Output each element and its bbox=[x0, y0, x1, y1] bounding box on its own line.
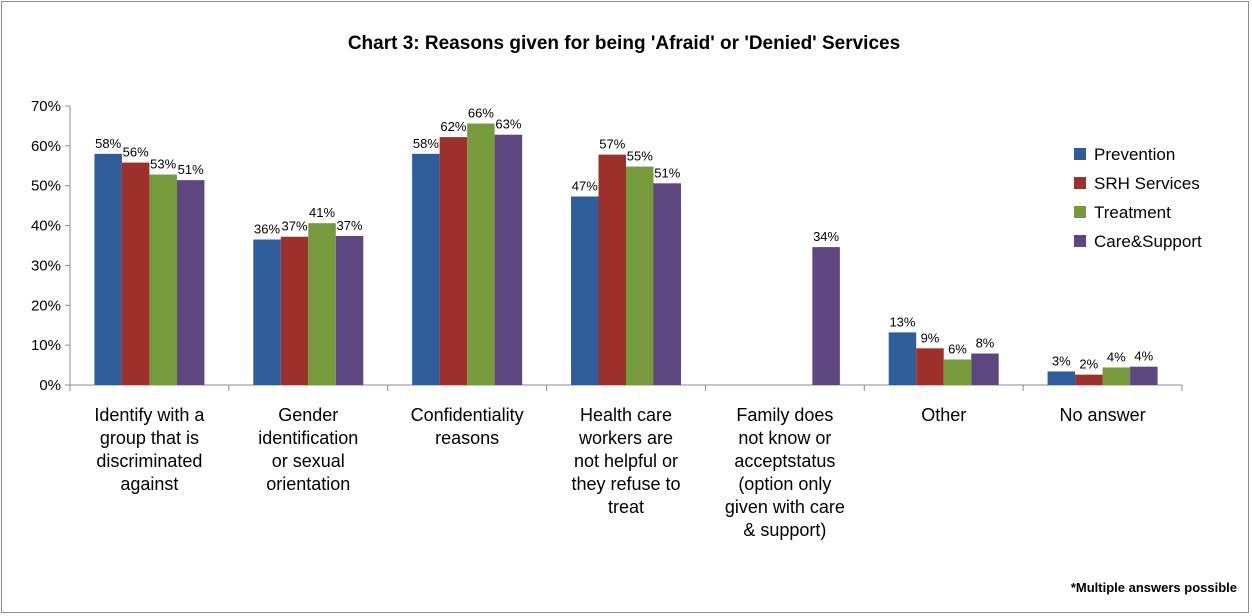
y-tick-label: 30% bbox=[31, 257, 61, 274]
bar-care-support bbox=[653, 183, 681, 385]
bar-prevention bbox=[94, 153, 122, 385]
bar-prevention bbox=[888, 332, 917, 385]
legend-swatch bbox=[1074, 177, 1086, 189]
data-label: 51% bbox=[178, 162, 204, 177]
bar-srh-services bbox=[439, 137, 468, 385]
data-label: 34% bbox=[813, 229, 839, 244]
bar-treatment bbox=[1102, 367, 1131, 385]
y-tick-label: 10% bbox=[31, 337, 61, 354]
data-label: 58% bbox=[413, 136, 439, 151]
data-label: 2% bbox=[1079, 357, 1098, 372]
data-label: 13% bbox=[889, 314, 915, 329]
data-label: 8% bbox=[976, 336, 995, 351]
category-label: Gender identification or sexual orientation bbox=[258, 405, 358, 494]
bar-srh-services bbox=[121, 162, 150, 385]
chart-title: Chart 3: Reasons given for being 'Afraid… bbox=[348, 33, 900, 54]
legend-label: Treatment bbox=[1094, 203, 1171, 222]
category-labels: Identify with a group that is discriminate… bbox=[94, 405, 1145, 540]
data-label: 41% bbox=[309, 205, 335, 220]
bar-care-support bbox=[971, 353, 999, 385]
bar-srh-services bbox=[280, 236, 309, 385]
y-tick-label: 40% bbox=[31, 218, 61, 235]
legend-swatch bbox=[1074, 148, 1086, 160]
legend-label: Prevention bbox=[1094, 145, 1175, 164]
bar-care-support bbox=[176, 180, 205, 385]
bar-treatment bbox=[149, 174, 177, 385]
data-label: 55% bbox=[627, 149, 653, 164]
category-label: Family does not know or acceptstatus (optio… bbox=[725, 405, 845, 540]
legend: Prevention SRH Services Treatment Care&Supp… bbox=[1074, 145, 1202, 251]
data-label: 58% bbox=[95, 136, 121, 151]
bar-treatment bbox=[308, 223, 336, 385]
bar-care-support bbox=[335, 235, 364, 385]
data-label: 9% bbox=[921, 330, 940, 345]
data-label: 56% bbox=[123, 145, 149, 160]
data-label: 66% bbox=[468, 106, 494, 121]
data-label: 4% bbox=[1107, 349, 1126, 364]
bar-prevention bbox=[412, 153, 440, 385]
legend-label: Care&Support bbox=[1094, 232, 1202, 251]
bars bbox=[94, 123, 1158, 385]
data-label: 4% bbox=[1134, 349, 1153, 364]
y-tick-label: 20% bbox=[31, 297, 61, 314]
legend-label: SRH Services bbox=[1094, 174, 1200, 193]
data-label: 37% bbox=[282, 219, 308, 234]
data-labels: 58%56%53% 51%36% 37%41%37%58%62%66%63%47%5… bbox=[95, 106, 1153, 372]
data-label: 36% bbox=[254, 222, 280, 237]
y-tick-label: 60% bbox=[31, 138, 61, 155]
bar-care-support bbox=[812, 247, 840, 385]
bar-srh-services bbox=[1075, 374, 1103, 385]
data-label: 47% bbox=[572, 178, 598, 193]
bar-treatment bbox=[467, 123, 495, 385]
bar-prevention bbox=[1047, 371, 1076, 385]
bar-srh-services bbox=[916, 348, 944, 385]
bar-srh-services bbox=[598, 154, 626, 385]
y-tick-label: 0% bbox=[39, 377, 61, 394]
y-tick-label: 50% bbox=[31, 178, 61, 195]
bar-prevention bbox=[253, 239, 281, 385]
data-label: 3% bbox=[1052, 353, 1071, 368]
bar-care-support bbox=[1130, 366, 1158, 385]
category-label: No answer bbox=[1060, 405, 1146, 425]
bar-treatment bbox=[626, 166, 654, 385]
data-label: 51% bbox=[654, 165, 680, 180]
legend-swatch bbox=[1074, 206, 1086, 218]
category-label: Other bbox=[921, 405, 966, 425]
footnote: *Multiple answers possible bbox=[1071, 580, 1237, 595]
data-label: 53% bbox=[150, 157, 176, 172]
y-tick-label: 70% bbox=[31, 98, 61, 115]
data-label: 62% bbox=[440, 119, 466, 134]
category-label: Health care workers are not helpful or they… bbox=[571, 405, 680, 517]
category-label: Identify with a group that is discriminate… bbox=[94, 405, 205, 494]
data-label: 6% bbox=[948, 341, 967, 356]
bar-prevention bbox=[571, 196, 599, 385]
legend-swatch bbox=[1074, 235, 1086, 247]
data-label: 37% bbox=[337, 218, 363, 233]
bar-care-support bbox=[494, 134, 523, 385]
category-label: Confidentiality reasons bbox=[411, 405, 524, 448]
data-label: 57% bbox=[599, 137, 625, 152]
bar-treatment bbox=[943, 359, 972, 385]
data-label: 63% bbox=[495, 117, 521, 132]
